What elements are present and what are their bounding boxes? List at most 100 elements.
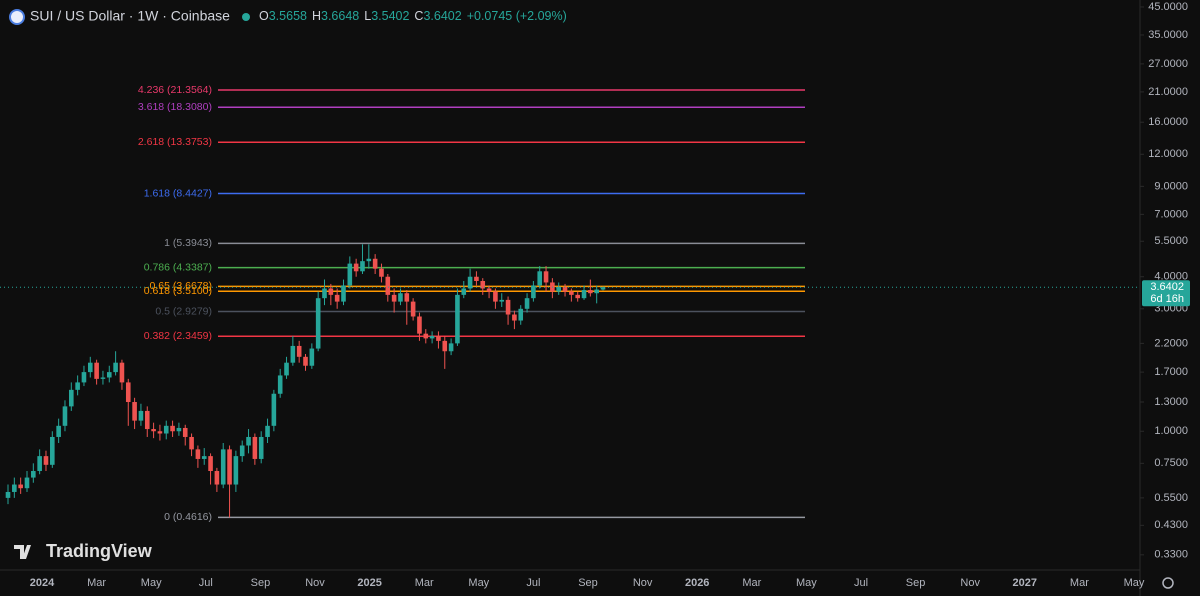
candle-body <box>537 271 543 286</box>
candle-body <box>43 456 49 465</box>
ohlc-label: L <box>364 9 371 23</box>
ohlc-value: 3.6402 <box>423 9 461 23</box>
candle-body <box>600 287 606 290</box>
y-tick-label: 1.3000 <box>1154 396 1188 408</box>
x-tick-label: Sep <box>251 577 271 589</box>
candle-body <box>81 372 87 383</box>
candle-body <box>163 425 169 434</box>
candle-body <box>486 288 492 292</box>
x-tick-label: Mar <box>742 577 761 589</box>
candle-body <box>461 288 467 295</box>
candle-body <box>220 449 226 485</box>
candle-body <box>233 456 239 485</box>
candle-body <box>227 449 232 485</box>
candle-body <box>170 425 175 432</box>
tradingview-logo: TradingView <box>14 541 153 561</box>
candle-body <box>94 362 99 379</box>
candle-body <box>385 276 391 295</box>
candle-body <box>315 298 321 349</box>
candle-body <box>334 294 340 302</box>
ohlc-label: H <box>312 9 321 23</box>
price-badge-value: 3.6402 <box>1150 281 1184 293</box>
x-tick-label: Jul <box>526 577 540 589</box>
candle-body <box>151 429 156 432</box>
candle-body <box>398 293 403 302</box>
x-tick-label: Mar <box>415 577 434 589</box>
x-tick-label: Jul <box>854 577 868 589</box>
ohlc-header: O3.5658 H3.6648 L3.5402 C3.6402 +0.0745 (+2.… <box>259 9 567 23</box>
fib-label: 3.618 (18.3080) <box>138 101 212 113</box>
candle-body <box>309 348 315 366</box>
candle-body <box>594 289 599 294</box>
candle-body <box>75 382 80 390</box>
y-tick-label: 4.0000 <box>1154 271 1188 283</box>
candle-body <box>284 362 289 376</box>
y-tick-label: 0.4300 <box>1154 519 1188 531</box>
candle-body <box>474 276 479 281</box>
x-tick-label: May <box>141 577 162 589</box>
candle-body <box>423 333 429 339</box>
candle-body <box>157 431 163 434</box>
candle-body <box>277 375 283 394</box>
candle-body <box>505 299 511 315</box>
y-tick-label: 7.0000 <box>1154 208 1188 220</box>
candle-body <box>442 340 448 352</box>
fib-label: 0.786 (4.3387) <box>144 261 212 273</box>
y-tick-label: 1.0000 <box>1154 425 1188 437</box>
candle-body <box>328 288 334 295</box>
x-tick-label: Nov <box>633 577 653 589</box>
candle-body <box>62 406 68 426</box>
candle-body <box>31 471 36 478</box>
x-tick-label: 2025 <box>357 577 381 589</box>
price-badge <box>1142 280 1190 307</box>
candle-body <box>265 425 270 437</box>
candle-body <box>417 316 422 334</box>
x-tick-label: 2027 <box>1013 577 1037 589</box>
fib-label: 1.618 (8.4427) <box>144 187 212 199</box>
settings-icon[interactable] <box>1162 577 1174 589</box>
candle-body <box>132 402 137 421</box>
fib-label: 0.382 (2.3459) <box>144 330 212 342</box>
candle-body <box>341 285 346 302</box>
y-tick-label: 2.2000 <box>1154 337 1188 349</box>
candle-body <box>100 377 106 379</box>
candle-body <box>588 290 593 294</box>
candle-body <box>372 258 378 269</box>
candle-body <box>182 427 188 437</box>
ohlc-value: 3.5402 <box>371 9 409 23</box>
x-tick-label: 2024 <box>30 577 55 589</box>
candle-body <box>347 263 353 286</box>
fib-label: 4.236 (21.3564) <box>138 84 212 96</box>
candle-body <box>366 258 372 262</box>
candle-body <box>360 261 365 272</box>
candle-body <box>50 436 55 465</box>
candle-body <box>176 427 182 432</box>
candle-body <box>429 336 435 339</box>
candle-body <box>271 393 277 426</box>
x-tick-label: Nov <box>960 577 980 589</box>
candle-body <box>119 362 125 383</box>
candle-body <box>524 298 530 309</box>
candle-body <box>562 286 568 292</box>
x-tick-label: 2026 <box>685 577 709 589</box>
candle-body <box>5 491 11 498</box>
candle-body <box>214 471 220 485</box>
candle-body <box>322 288 327 299</box>
x-tick-label: Mar <box>87 577 106 589</box>
candle-body <box>138 410 144 421</box>
candle-body <box>252 436 258 459</box>
candle-body <box>239 445 245 457</box>
x-tick-label: May <box>468 577 489 589</box>
chart-title: SUI / US Dollar · 1W · Coinbase <box>30 8 230 24</box>
y-tick-label: 12.0000 <box>1148 148 1188 160</box>
y-tick-label: 5.5000 <box>1154 235 1188 247</box>
x-tick-label: Mar <box>1070 577 1089 589</box>
candle-body <box>436 336 441 341</box>
candle-body <box>246 436 251 446</box>
candle-body <box>303 356 308 366</box>
fib-label: 2.618 (13.3753) <box>138 136 212 148</box>
candle-body <box>467 276 473 289</box>
candle-body <box>379 268 384 277</box>
candle-body <box>499 299 505 302</box>
